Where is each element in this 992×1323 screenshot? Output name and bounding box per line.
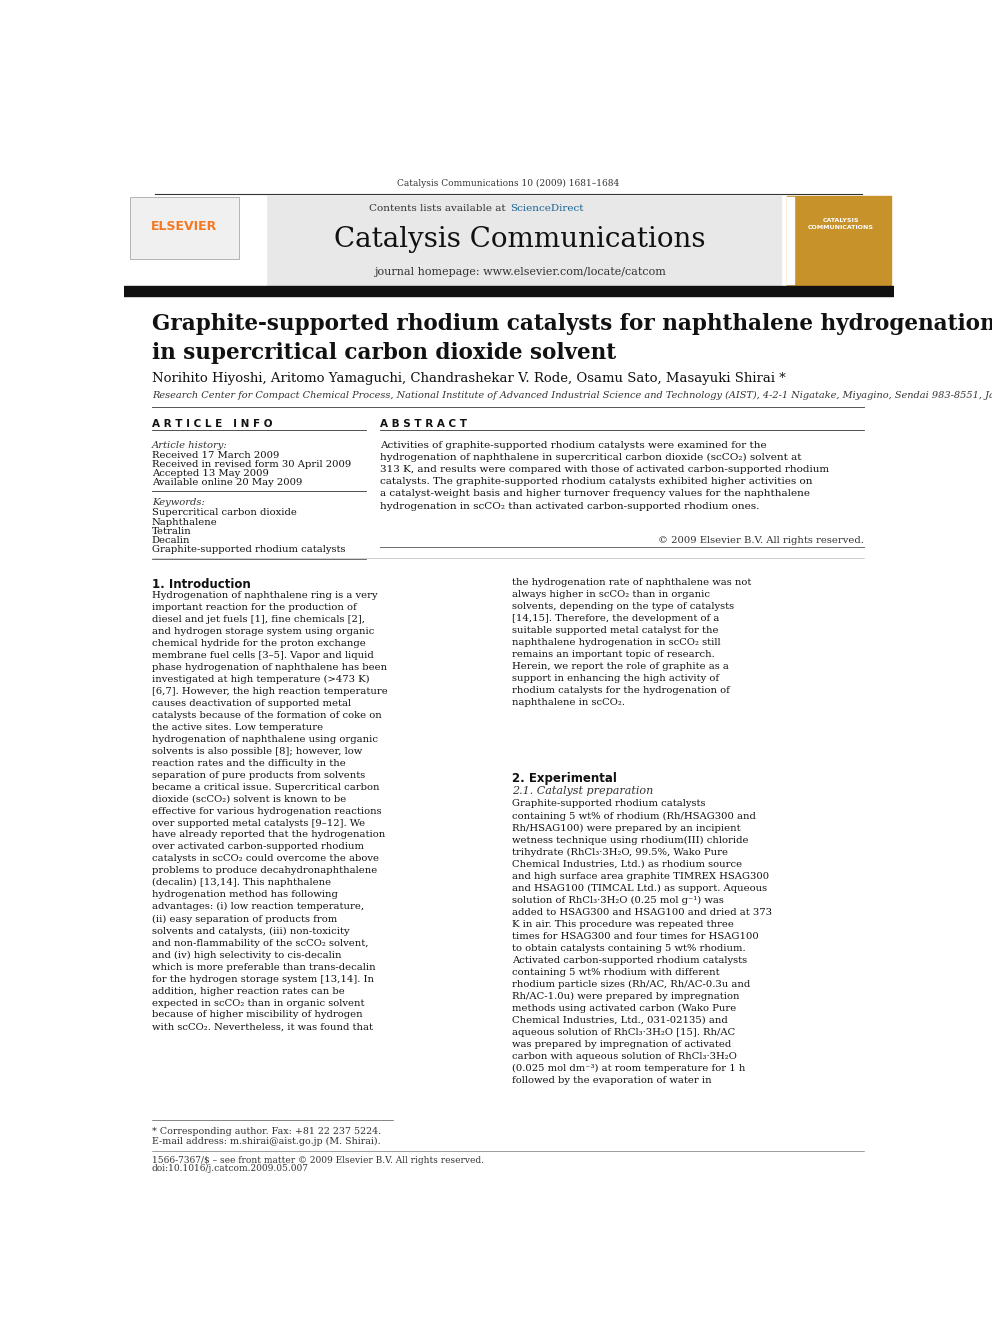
Text: Activities of graphite-supported rhodium catalysts were examined for the
hydroge: Activities of graphite-supported rhodium… <box>380 441 829 511</box>
Text: doi:10.1016/j.catcom.2009.05.007: doi:10.1016/j.catcom.2009.05.007 <box>152 1164 309 1174</box>
Text: 1566-7367/$ – see front matter © 2009 Elsevier B.V. All rights reserved.: 1566-7367/$ – see front matter © 2009 El… <box>152 1156 484 1166</box>
Text: Keywords:: Keywords: <box>152 499 204 507</box>
Text: Contents lists available at: Contents lists available at <box>368 204 509 213</box>
Text: CATALYSIS
COMMUNICATIONS: CATALYSIS COMMUNICATIONS <box>807 218 874 230</box>
Text: Norihito Hiyoshi, Aritomo Yamaguchi, Chandrashekar V. Rode, Osamu Sato, Masayuki: Norihito Hiyoshi, Aritomo Yamaguchi, Cha… <box>152 372 786 385</box>
Text: A R T I C L E   I N F O: A R T I C L E I N F O <box>152 418 273 429</box>
Text: in supercritical carbon dioxide solvent: in supercritical carbon dioxide solvent <box>152 341 616 364</box>
Text: the hydrogenation rate of naphthalene was not
always higher in scCO₂ than in org: the hydrogenation rate of naphthalene wa… <box>512 578 752 706</box>
Text: Hydrogenation of naphthalene ring is a very
important reaction for the productio: Hydrogenation of naphthalene ring is a v… <box>152 591 388 1032</box>
Text: © 2009 Elsevier B.V. All rights reserved.: © 2009 Elsevier B.V. All rights reserved… <box>659 536 864 545</box>
Text: Naphthalene: Naphthalene <box>152 517 217 527</box>
Text: Catalysis Communications 10 (2009) 1681–1684: Catalysis Communications 10 (2009) 1681–… <box>397 179 620 188</box>
Text: * Corresponding author. Fax: +81 22 237 5224.: * Corresponding author. Fax: +81 22 237 … <box>152 1127 381 1136</box>
Text: Article history:: Article history: <box>152 441 227 450</box>
Text: Catalysis Communications: Catalysis Communications <box>334 226 705 253</box>
Text: Received 17 March 2009: Received 17 March 2009 <box>152 451 280 459</box>
Text: Available online 20 May 2009: Available online 20 May 2009 <box>152 479 303 487</box>
Text: Graphite-supported rhodium catalysts
containing 5 wt% of rhodium (Rh/HSAG300 and: Graphite-supported rhodium catalysts con… <box>512 799 772 1085</box>
Text: Tetralin: Tetralin <box>152 527 191 536</box>
Text: Decalin: Decalin <box>152 536 190 545</box>
Text: ScienceDirect: ScienceDirect <box>510 204 583 213</box>
Text: 1. Introduction: 1. Introduction <box>152 578 251 591</box>
Text: ELSEVIER: ELSEVIER <box>152 220 217 233</box>
Text: 2.1. Catalyst preparation: 2.1. Catalyst preparation <box>512 786 654 795</box>
Text: Graphite-supported rhodium catalysts for naphthalene hydrogenation: Graphite-supported rhodium catalysts for… <box>152 314 992 335</box>
Text: Received in revised form 30 April 2009: Received in revised form 30 April 2009 <box>152 460 351 468</box>
Text: A B S T R A C T: A B S T R A C T <box>380 418 467 429</box>
Text: E-mail address: m.shirai@aist.go.jp (M. Shirai).: E-mail address: m.shirai@aist.go.jp (M. … <box>152 1136 381 1146</box>
Text: Accepted 13 May 2009: Accepted 13 May 2009 <box>152 470 269 478</box>
Text: Graphite-supported rhodium catalysts: Graphite-supported rhodium catalysts <box>152 545 345 554</box>
Text: journal homepage: www.elsevier.com/locate/catcom: journal homepage: www.elsevier.com/locat… <box>374 267 666 277</box>
FancyBboxPatch shape <box>130 197 239 259</box>
Text: 2. Experimental: 2. Experimental <box>512 773 617 786</box>
Text: Research Center for Compact Chemical Process, National Institute of Advanced Ind: Research Center for Compact Chemical Pro… <box>152 392 992 401</box>
Text: Supercritical carbon dioxide: Supercritical carbon dioxide <box>152 508 297 517</box>
